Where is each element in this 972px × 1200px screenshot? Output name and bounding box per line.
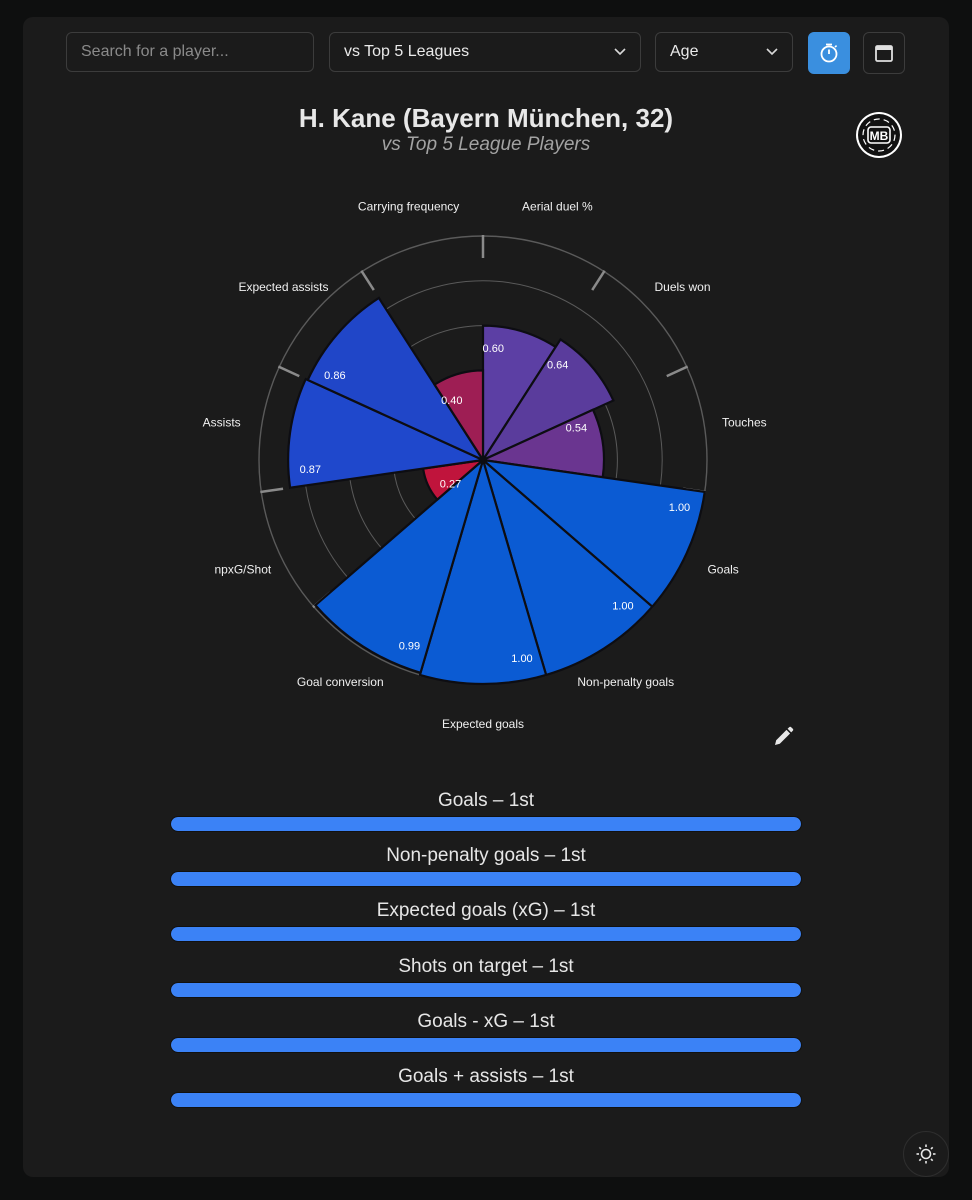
value-label: 0.60 (483, 343, 504, 355)
radar-wedge (306, 296, 486, 463)
calendar-button[interactable] (863, 32, 905, 74)
timer-button[interactable] (808, 32, 850, 74)
ranking-bar-fill (171, 817, 801, 831)
calendar-icon (875, 45, 893, 62)
grid-spoke (260, 487, 284, 494)
value-label: 0.86 (324, 370, 345, 382)
value-label: 0.87 (300, 464, 321, 476)
ranking-item: Non-penalty goals – 1st (170, 843, 802, 898)
chart-title: H. Kane (Bayern München, 32) (298, 103, 674, 133)
category-label: Touches (722, 415, 767, 429)
radar-wedge (480, 456, 654, 677)
ranking-label: Non-penalty goals – 1st (386, 845, 586, 867)
ranking-item: Goals – 1st (170, 788, 802, 843)
sun-icon (916, 1144, 936, 1164)
sort-select[interactable]: Age (655, 32, 793, 72)
ranking-item: Goals + assists – 1st (170, 1064, 802, 1119)
ranking-item: Shots on target – 1st (170, 954, 802, 1009)
ranking-bar (170, 816, 802, 832)
category-label: Assists (203, 415, 241, 429)
category-label: Goal conversion (297, 675, 384, 689)
brand-logo: MB (856, 112, 902, 158)
comparison-select[interactable]: vs Top 5 Leagues (329, 32, 641, 72)
ranking-label: Shots on target – 1st (398, 955, 574, 977)
radar-chart: 0.60 0.64 0.54 1.00 1.00 1.00 0.99 0.27 0.87 0.86… (203, 200, 767, 731)
theme-toggle-button[interactable] (903, 1131, 949, 1177)
ranking-bar-fill (171, 1092, 801, 1107)
ranking-label: Goals + assists – 1st (398, 1065, 574, 1087)
ranking-bar (170, 926, 802, 943)
value-label: 0.99 (399, 641, 420, 653)
radar-wedge (479, 458, 706, 609)
ranking-bar-fill (171, 1037, 801, 1052)
value-label: 1.00 (669, 502, 690, 514)
grid-spoke (666, 365, 689, 378)
pencil-icon[interactable] (771, 725, 795, 749)
category-label: Non-penalty goals (577, 675, 674, 689)
ranking-label: Expected goals (xG) – 1st (376, 900, 596, 922)
comparison-select-value: vs Top 5 Leagues (344, 43, 470, 60)
chevron-down-icon (766, 48, 778, 56)
ranking-item: Expected goals (xG) – 1st (170, 898, 802, 953)
value-label: 0.27 (440, 478, 461, 490)
chevron-down-icon (614, 48, 626, 56)
ranking-bar-fill (171, 872, 801, 887)
stopwatch-icon (820, 43, 838, 63)
chart-subtitle: vs Top 5 League Players (381, 134, 591, 155)
radar-wedge (418, 456, 548, 686)
ranking-bar (170, 1091, 802, 1108)
value-label: 1.00 (511, 653, 532, 665)
category-label: Goals (707, 563, 738, 577)
ranking-item: Goals - xG – 1st (170, 1009, 802, 1064)
category-label: Expected assists (238, 280, 328, 294)
sort-select-value: Age (670, 43, 699, 60)
grid-spoke (591, 270, 606, 291)
grid-spoke (277, 365, 300, 378)
ranking-bar-fill (171, 927, 801, 942)
value-label: 0.64 (547, 359, 568, 371)
ranking-label: Goals – 1st (437, 790, 535, 811)
rankings-list: Goals – 1st Non-penalty goals – 1st Expect… (170, 788, 802, 1119)
svg-text:MB: MB (870, 129, 889, 143)
search-input[interactable] (66, 32, 314, 72)
value-label: 0.54 (566, 422, 587, 434)
grid-spoke (360, 270, 375, 291)
radar-wedge (433, 369, 485, 464)
value-label: 1.00 (612, 601, 633, 613)
radar-wedge (313, 456, 486, 675)
ranking-bar (170, 981, 802, 998)
radar-wedge (287, 377, 487, 489)
category-label: Aerial duel % (522, 200, 593, 214)
category-label: npxG/Shot (215, 563, 272, 577)
category-label: Duels won (655, 280, 711, 294)
ranking-bar (170, 871, 802, 888)
value-label: 0.40 (441, 395, 462, 407)
ranking-bar-fill (171, 982, 801, 997)
ranking-label: Goals - xG – 1st (417, 1010, 555, 1032)
ranking-bar (170, 1036, 802, 1053)
category-label: Expected goals (442, 717, 524, 731)
category-label: Carrying frequency (358, 200, 459, 214)
radar-wedge (480, 337, 615, 463)
